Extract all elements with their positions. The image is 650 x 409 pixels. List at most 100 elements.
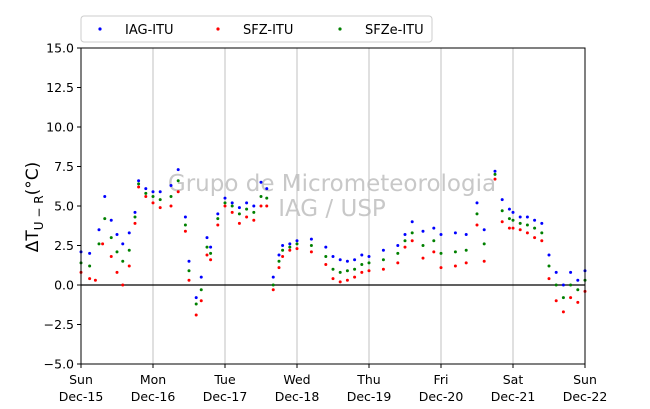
svg-text:ΔTU − R(°C): ΔTU − R(°C) [23, 162, 46, 252]
data-point [421, 256, 425, 260]
data-point [101, 242, 105, 246]
data-point [199, 299, 203, 303]
data-point [183, 215, 187, 219]
data-point [331, 267, 335, 271]
data-point [482, 259, 486, 263]
data-point [216, 223, 220, 227]
data-point [158, 198, 162, 202]
series-iag-itu [79, 168, 587, 300]
data-point [576, 300, 580, 304]
data-point [576, 288, 580, 292]
data-point [338, 258, 342, 262]
data-point [277, 253, 281, 257]
data-point [464, 232, 468, 236]
data-point [121, 242, 125, 246]
data-point [439, 251, 443, 255]
data-point [169, 195, 173, 199]
data-point [547, 253, 551, 257]
data-point [176, 190, 180, 194]
data-point [187, 269, 191, 273]
data-point [133, 215, 137, 219]
data-point [103, 195, 107, 199]
data-point [115, 270, 119, 274]
data-point [432, 250, 436, 254]
x-tick-day: Sun [69, 372, 93, 387]
data-point [345, 259, 349, 263]
data-point [540, 221, 544, 225]
data-point [93, 278, 97, 282]
series-sfz-itu [79, 177, 587, 317]
data-point [403, 245, 407, 249]
data-point [109, 218, 113, 222]
data-point [230, 204, 234, 208]
data-point [277, 266, 281, 270]
data-point [324, 255, 328, 259]
x-tick-day: Thu [356, 372, 380, 387]
data-point [367, 269, 371, 273]
data-point [475, 223, 479, 227]
data-point [88, 264, 92, 268]
data-point [151, 201, 155, 205]
data-point [482, 228, 486, 232]
data-point [209, 258, 213, 262]
legend-box [80, 15, 433, 43]
x-tick-date: Dec-16 [131, 389, 176, 404]
data-point [133, 221, 137, 225]
legend-marker [98, 27, 102, 31]
data-point [137, 179, 141, 183]
data-point [475, 201, 479, 205]
data-point [183, 223, 187, 227]
data-point [345, 278, 349, 282]
data-point [533, 218, 537, 222]
data-point [109, 236, 113, 240]
data-point [223, 196, 227, 200]
data-point [554, 283, 558, 287]
data-point [252, 210, 256, 214]
data-point [271, 283, 275, 287]
data-point [252, 204, 256, 208]
data-point [432, 226, 436, 230]
data-point [396, 244, 400, 247]
legend-label: IAG-ITU [125, 23, 174, 38]
data-point [569, 296, 573, 300]
data-point [237, 206, 241, 210]
data-point [223, 204, 227, 208]
data-point [205, 253, 209, 257]
data-point [561, 296, 565, 300]
data-point [121, 283, 125, 287]
data-point [194, 296, 198, 300]
data-point [525, 223, 529, 227]
data-point [511, 210, 515, 214]
data-point [158, 206, 162, 210]
data-point [133, 210, 137, 214]
data-point [453, 250, 457, 254]
x-tick-day: Mon [140, 372, 166, 387]
data-point [205, 245, 209, 249]
data-point [518, 215, 522, 219]
data-point [88, 251, 92, 255]
x-tick-day: Wed [283, 372, 310, 387]
y-tick-label: 5.0 [54, 199, 74, 214]
data-point [518, 221, 522, 225]
data-point [169, 204, 173, 208]
data-point [360, 262, 364, 266]
data-point [432, 239, 436, 243]
data-point [453, 231, 457, 235]
data-point [209, 245, 213, 249]
x-tick-date: Dec-18 [275, 389, 320, 404]
watermark-line-1: Grupo de Micrometeorologia [168, 171, 496, 197]
data-point [421, 244, 425, 247]
data-point [144, 191, 148, 195]
data-point [518, 228, 522, 232]
x-axis-ticks: Sun Dec-15 Mon Dec-16 Tue Dec-17 Wed Dec-18 Thu D… [59, 364, 607, 404]
data-point [309, 237, 313, 241]
legend-marker [338, 27, 342, 31]
data-point [547, 277, 551, 281]
data-point [403, 232, 407, 236]
y-axis-ticks: −5.0 −2.5 0.0 2.5 5.0 7.5 10.0 12.5 15.0 [44, 41, 81, 372]
data-point [187, 278, 191, 282]
data-point [295, 247, 299, 251]
data-point [237, 221, 241, 225]
data-point [493, 169, 497, 173]
data-point [288, 245, 292, 249]
